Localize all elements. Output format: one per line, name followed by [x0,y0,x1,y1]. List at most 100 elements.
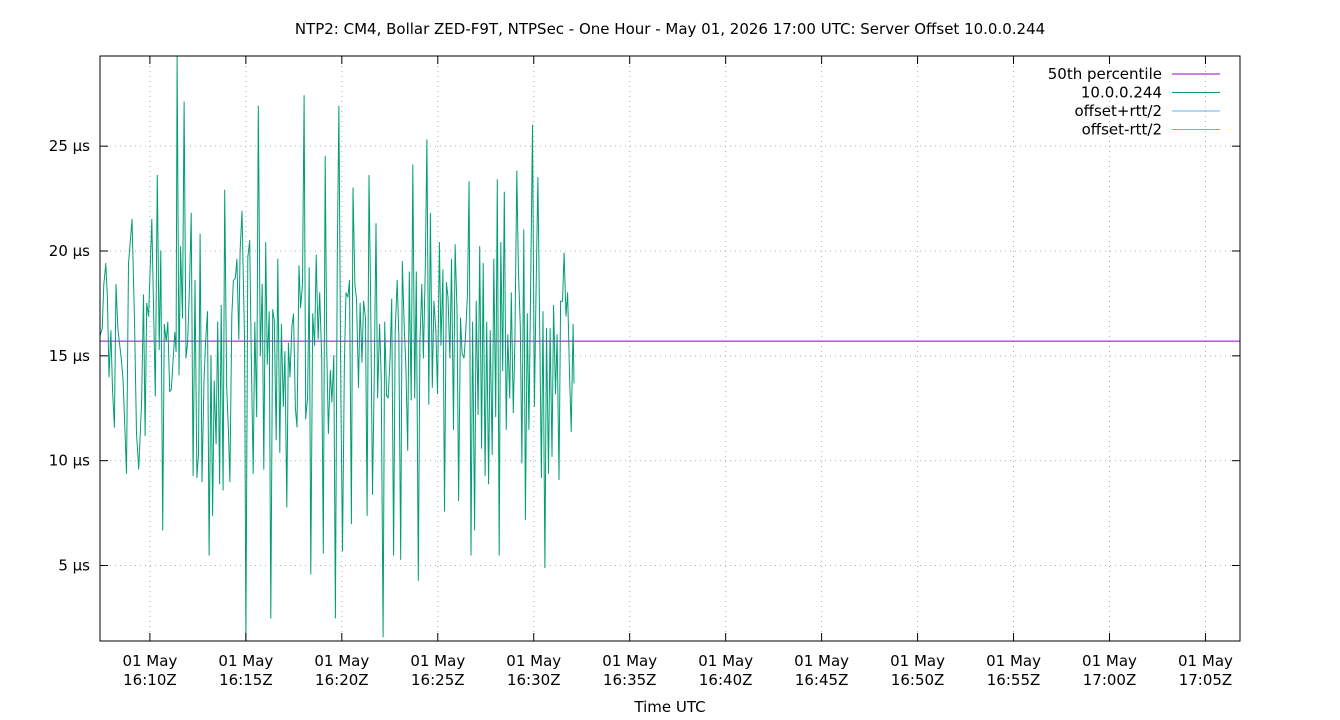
x-axis-title: Time UTC [633,698,705,716]
data-point [403,326,405,327]
data-point [408,271,410,273]
legend-label: 10.0.0.244 [1081,84,1162,102]
legend: 50th percentile10.0.0.244offset+rtt/2off… [1048,65,1220,139]
data-point [414,397,416,399]
data-point [428,403,430,405]
data-point [241,210,243,212]
data-point [496,179,498,181]
data-point [329,370,331,371]
data-point [486,321,488,323]
data-point [256,416,258,418]
data-point [122,378,124,380]
x-tick-label-time: 16:45Z [795,671,849,689]
data-point [128,263,129,265]
data-point [275,439,277,441]
data-point [229,481,231,483]
data-point [426,139,428,141]
data-point [217,321,219,323]
data-point [451,258,452,260]
data-point [438,242,440,244]
x-tick-label-date: 01 May [698,652,753,670]
data-point [106,296,108,298]
data-point [124,428,126,430]
data-point [512,412,514,413]
data-point [321,357,323,359]
data-point [521,462,523,464]
data-point [540,477,542,478]
data-point [138,468,140,470]
data-point [249,240,251,241]
data-point [479,246,481,248]
data-point [488,483,490,485]
y-tick-label: 10 µs [49,452,90,470]
data-point [187,342,189,344]
data-point [231,315,233,317]
data-point [119,342,120,344]
data-point [467,292,468,294]
data-point [308,267,310,269]
data-point [453,428,454,430]
data-point [468,181,470,183]
data-point [180,246,182,248]
data-point [535,294,537,296]
data-point [363,300,365,302]
data-point [419,342,421,344]
data-point [502,370,504,371]
data-point [567,292,569,294]
data-point [134,319,135,321]
data-point [412,164,414,166]
chart-title: NTP2: CM4, Bollar ZED-F9T, NTPSec - One … [295,20,1045,38]
data-point [257,105,259,107]
data-point [454,244,456,246]
data-point [312,313,314,315]
data-point [310,573,312,575]
data-point [252,472,254,474]
data-point [558,479,560,480]
data-point [167,321,169,323]
x-tick-label-time: 17:05Z [1179,671,1233,689]
data-point [261,284,263,285]
data-point [272,309,274,311]
data-point [201,481,203,483]
data-point [110,330,112,332]
data-point [291,326,293,327]
data-point [539,311,540,313]
data-point [393,554,395,556]
grid-lines [100,56,1240,641]
data-point [141,401,143,403]
data-point [415,271,417,273]
data-point [523,229,525,231]
data-point [563,252,565,254]
data-point [136,432,137,434]
data-point [210,355,212,357]
data-point [294,407,296,409]
data-point [472,321,474,323]
data-point [162,529,164,531]
data-point [424,267,426,269]
data-point [215,443,217,445]
data-point [493,258,495,260]
data-point [207,311,208,313]
data-point [345,292,347,294]
x-tick-label-time: 16:20Z [315,671,369,689]
data-point [284,351,286,353]
data-point [560,300,562,302]
data-point [334,617,336,619]
data-point [460,317,461,319]
data-point [226,386,228,388]
data-point [165,340,167,342]
data-point [347,296,349,298]
data-point [350,523,352,525]
data-point [224,189,226,191]
data-point [456,309,458,311]
data-point [530,265,532,267]
y-tick-label: 20 µs [49,242,90,260]
data-point [489,330,491,332]
data-point [556,334,558,336]
x-tick-label-time: 16:25Z [411,671,465,689]
data-point [154,395,156,397]
data-point [573,382,575,384]
data-point [143,294,144,296]
data-point [317,338,319,340]
